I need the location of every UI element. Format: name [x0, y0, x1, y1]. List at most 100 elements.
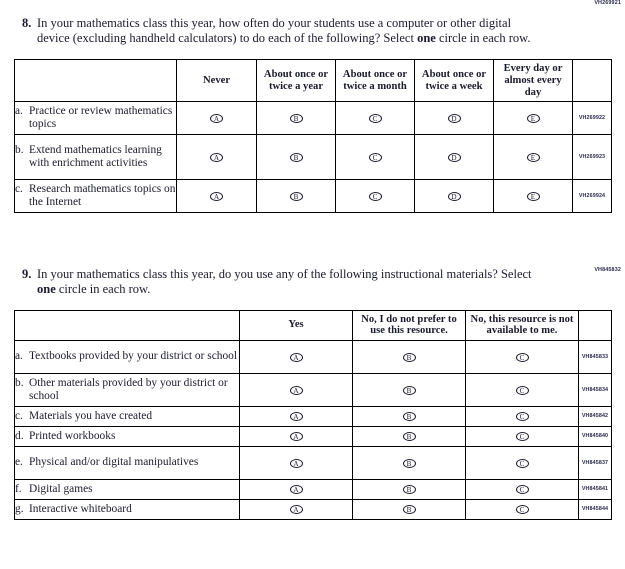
response-circle-A[interactable]: A — [289, 432, 303, 442]
response-circle-C[interactable]: C — [515, 412, 529, 422]
response-cell-c-B[interactable]: B — [352, 405, 466, 427]
response-circle-B[interactable]: B — [289, 153, 303, 163]
row-label: Physical and/or digital manipulatives — [29, 456, 199, 469]
response-circle-B[interactable]: B — [402, 505, 416, 515]
row-id-code: VH269922 — [572, 101, 612, 136]
response-cell-g-B[interactable]: B — [352, 498, 466, 520]
question-9-column-header-0: Yes — [239, 309, 353, 341]
response-cell-g-C[interactable]: C — [465, 498, 579, 520]
question-8-text-part2: circle in each row. — [435, 31, 531, 46]
response-circle-C[interactable]: C — [515, 432, 529, 442]
response-circle-B[interactable]: B — [402, 412, 416, 422]
table-row: c. Research mathematics topics on the Int… — [14, 179, 612, 214]
response-circle-D[interactable]: D — [447, 192, 461, 202]
response-circle-C[interactable]: C — [515, 458, 529, 468]
response-circle-D[interactable]: D — [447, 114, 461, 124]
response-cell-a-B[interactable]: B — [256, 101, 336, 136]
response-circle-E[interactable]: E — [526, 192, 540, 202]
response-circle-A[interactable]: A — [210, 114, 223, 124]
question-9-header-blank — [14, 309, 240, 341]
response-cell-f-B[interactable]: B — [352, 478, 466, 500]
row-item-f: f. Digital games — [14, 478, 240, 500]
response-cell-b-A[interactable]: A — [176, 134, 257, 181]
response-circle-C[interactable]: C — [515, 505, 529, 515]
row-id-code: VH845834 — [578, 372, 612, 407]
response-cell-a-D[interactable]: D — [414, 101, 494, 136]
response-circle-A[interactable]: A — [210, 192, 223, 202]
response-circle-C[interactable]: C — [368, 153, 382, 163]
response-cell-b-B[interactable]: B — [352, 372, 466, 407]
response-cell-e-B[interactable]: B — [352, 445, 466, 480]
row-id-code: VH845840 — [578, 425, 612, 447]
response-cell-a-C[interactable]: C — [465, 339, 579, 374]
response-cell-c-B[interactable]: B — [256, 179, 336, 214]
row-id-code: VH845833 — [578, 339, 612, 374]
response-circle-C[interactable]: C — [515, 485, 529, 495]
row-id-code: VH845842 — [578, 405, 612, 427]
response-cell-b-C[interactable]: C — [335, 134, 415, 181]
question-8-header-row: Never About once or twice a year About o… — [14, 59, 612, 103]
response-circle-E[interactable]: E — [526, 114, 540, 124]
response-cell-c-A[interactable]: A — [239, 405, 353, 427]
response-circle-C[interactable]: C — [368, 192, 382, 202]
response-cell-b-C[interactable]: C — [465, 372, 579, 407]
table-row: e. Physical and/or digital manipulatives A… — [14, 445, 612, 480]
question-8-table-wrap: Never About once or twice a year About o… — [0, 59, 625, 214]
table-row: c. Materials you have created A B C VH845842 — [14, 405, 612, 427]
response-cell-c-D[interactable]: D — [414, 179, 494, 214]
question-8-column-header-1: About once or twice a year — [256, 59, 336, 103]
response-circle-A[interactable]: A — [289, 458, 303, 468]
response-cell-c-E[interactable]: E — [493, 179, 573, 214]
response-cell-a-A[interactable]: A — [239, 339, 353, 374]
response-cell-a-B[interactable]: B — [352, 339, 466, 374]
response-circle-B[interactable]: B — [402, 385, 416, 395]
response-circle-A[interactable]: A — [210, 153, 223, 163]
response-cell-c-C[interactable]: C — [335, 179, 415, 214]
response-circle-B[interactable]: B — [289, 192, 303, 202]
response-cell-d-B[interactable]: B — [352, 425, 466, 447]
response-circle-A[interactable]: A — [289, 352, 303, 362]
response-cell-d-A[interactable]: A — [239, 425, 353, 447]
response-cell-c-A[interactable]: A — [176, 179, 257, 214]
response-cell-b-E[interactable]: E — [493, 134, 573, 181]
response-circle-C[interactable]: C — [515, 385, 529, 395]
question-9-header-row: Yes No, I do not prefer to use this reso… — [14, 309, 612, 341]
response-circle-A[interactable]: A — [289, 385, 303, 395]
response-cell-c-C[interactable]: C — [465, 405, 579, 427]
response-circle-D[interactable]: D — [447, 153, 461, 163]
response-cell-f-C[interactable]: C — [465, 478, 579, 500]
question-9-number: 9. — [22, 267, 32, 282]
response-cell-g-A[interactable]: A — [239, 498, 353, 520]
response-cell-f-A[interactable]: A — [239, 478, 353, 500]
response-circle-B[interactable]: B — [402, 458, 416, 468]
response-circle-E[interactable]: E — [526, 153, 540, 163]
response-cell-a-C[interactable]: C — [335, 101, 415, 136]
row-item-e: e. Physical and/or digital manipulatives — [14, 445, 240, 480]
response-cell-b-B[interactable]: B — [256, 134, 336, 181]
response-circle-C[interactable]: C — [515, 352, 529, 362]
response-cell-d-C[interactable]: C — [465, 425, 579, 447]
question-9-emphasis: one — [37, 282, 56, 297]
response-cell-e-A[interactable]: A — [239, 445, 353, 480]
response-cell-e-C[interactable]: C — [465, 445, 579, 480]
response-circle-A[interactable]: A — [289, 412, 303, 422]
response-cell-b-A[interactable]: A — [239, 372, 353, 407]
question-8-block: VH269921 8. In your mathematics class th… — [0, 0, 625, 46]
response-circle-A[interactable]: A — [289, 485, 303, 495]
response-circle-B[interactable]: B — [402, 485, 416, 495]
response-circle-C[interactable]: C — [368, 114, 382, 124]
row-item-a: a. Textbooks provided by your district or… — [14, 339, 240, 374]
question-9-block: VH845832 9. In your mathematics class th… — [0, 267, 625, 297]
row-id-code: VH269924 — [572, 179, 612, 214]
response-cell-a-A[interactable]: A — [176, 101, 257, 136]
question-8-emphasis: one — [417, 31, 436, 46]
response-circle-B[interactable]: B — [402, 432, 416, 442]
response-circle-A[interactable]: A — [289, 505, 303, 515]
question-9-table-wrap: Yes No, I do not prefer to use this reso… — [0, 309, 625, 520]
row-item-a: a. Practice or review mathematics topics — [14, 101, 177, 136]
response-cell-b-D[interactable]: D — [414, 134, 494, 181]
response-cell-a-E[interactable]: E — [493, 101, 573, 136]
response-circle-B[interactable]: B — [289, 114, 303, 124]
response-circle-B[interactable]: B — [402, 352, 416, 362]
